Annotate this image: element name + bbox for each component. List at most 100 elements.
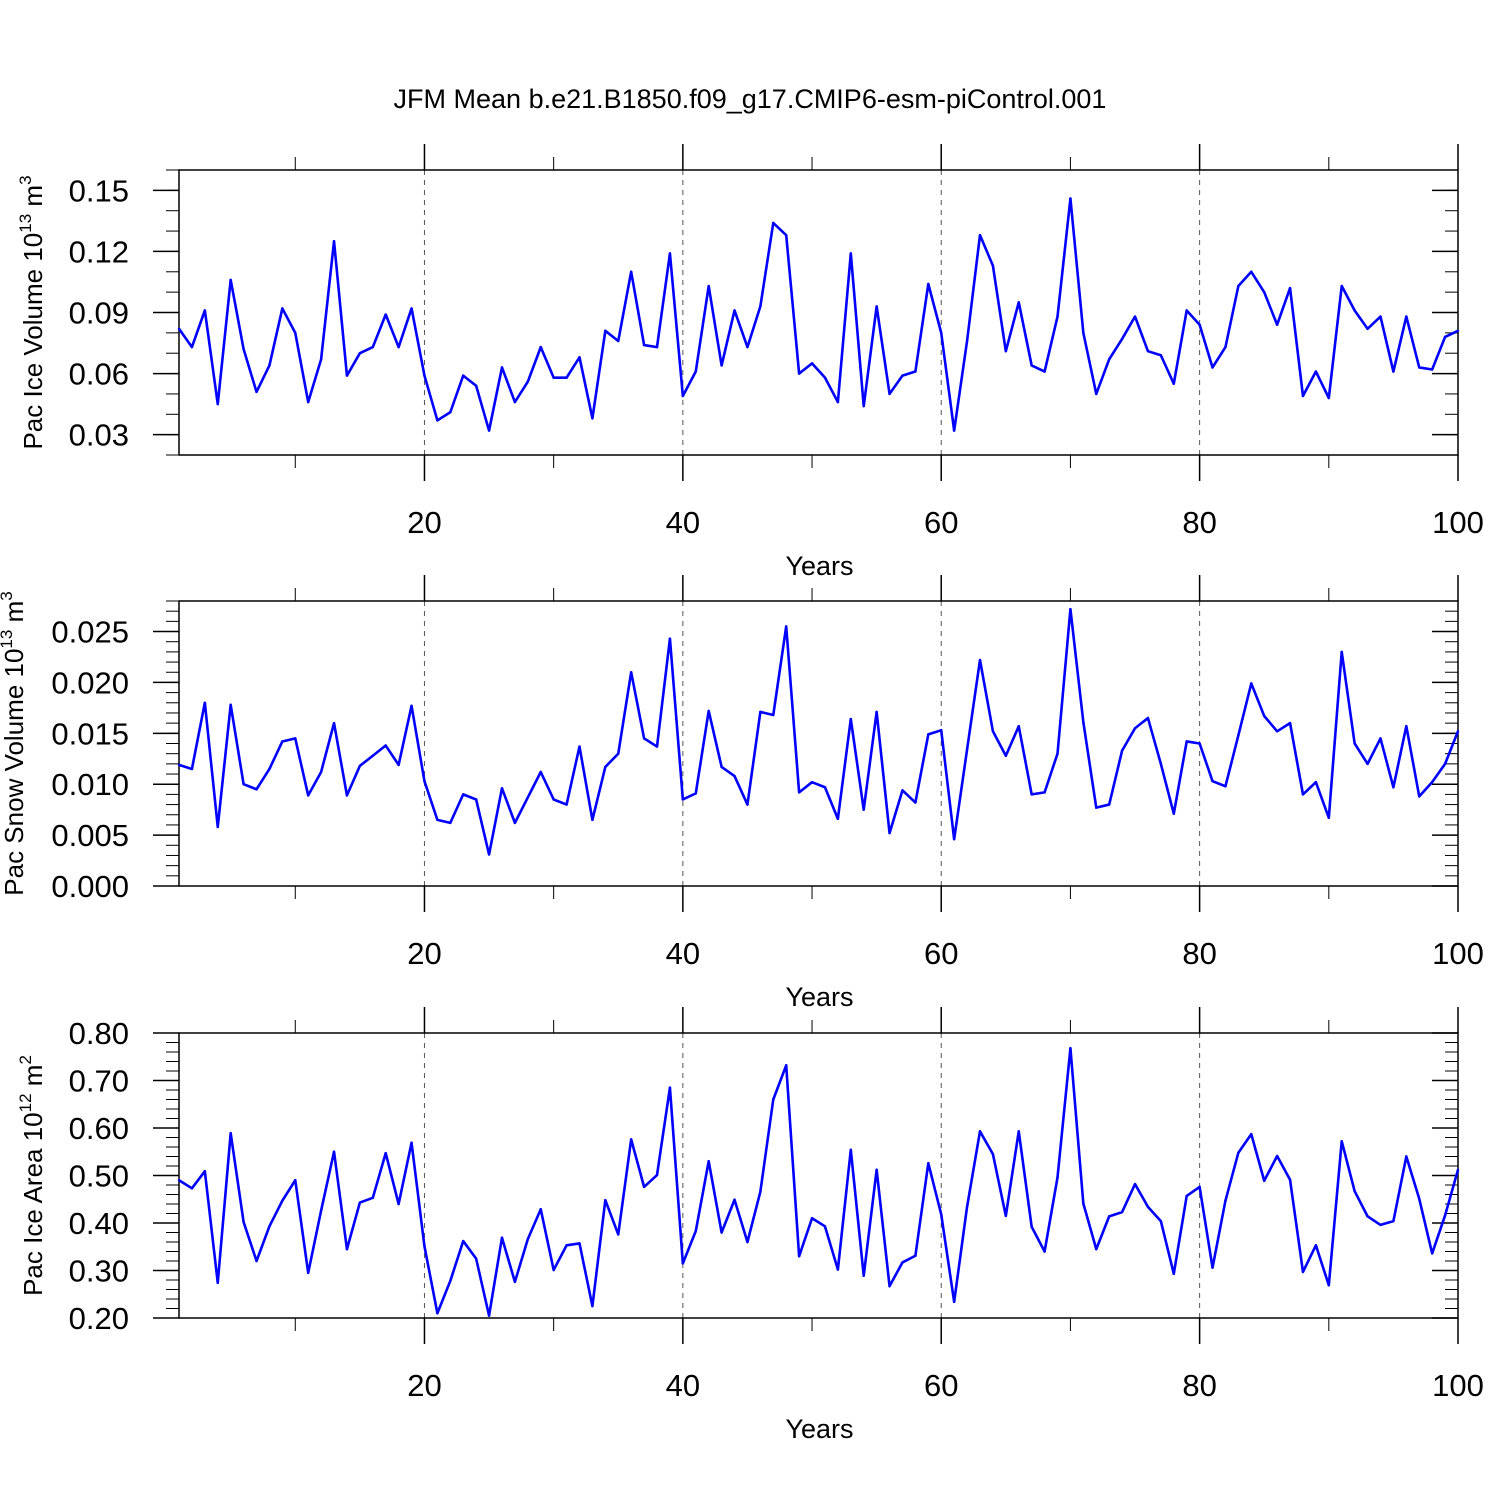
x-tick-label: 20 [407,1368,441,1403]
data-point [1185,740,1188,743]
data-point [694,1229,697,1233]
data-point [1004,1214,1008,1218]
data-point [707,284,710,288]
panel-ice-area: 20 40 60 80 100 0.20 0.30 0.40 0.50 0.60 0.70 0.80 Y… [16,1007,1484,1444]
data-point [242,347,245,351]
data-point [810,780,814,784]
panel-snow-volume: 20 40 60 80 100 0.000 0.005 0.010 0.015 0.020 0.02… [0,575,1484,1012]
data-point [229,1132,232,1135]
data-point [875,305,878,308]
data-point [1250,682,1253,685]
data-point [1430,780,1434,784]
data-point [1082,331,1085,335]
data-point [772,221,775,225]
y-label-text: Pac Snow Volume 10 [0,649,29,896]
data-point [655,1173,659,1177]
data-point [746,1240,749,1244]
data-point [785,625,788,628]
data-point [849,1148,852,1152]
data-point [1198,1185,1201,1189]
data-point [720,1231,723,1234]
data-point [552,1268,555,1272]
data-point [500,787,504,790]
data-point [1443,1214,1447,1217]
data-point [927,282,930,286]
y-tick-label: 0.70 [69,1064,129,1099]
data-point [526,1237,530,1241]
data-point [965,339,969,343]
data-point [1030,1225,1033,1229]
data-point [410,307,413,310]
data-point [1095,1247,1098,1251]
data-point [177,763,181,767]
data-point [952,429,956,432]
x-tick-label: 100 [1432,1368,1484,1403]
x-tick-label: 60 [924,936,958,971]
data-point [1288,286,1292,290]
data-point [474,384,478,387]
data-point [1301,394,1305,398]
data-point [823,1225,827,1228]
data-point [759,305,762,308]
data-point [268,767,271,771]
data-point [384,313,387,316]
data-point [1250,270,1253,273]
data-point [914,370,917,373]
data-point [539,1208,542,1211]
data-point [1392,370,1395,373]
y-tick-label: 0.06 [69,357,129,392]
data-point [681,394,685,398]
data-point [487,853,491,856]
x-tick-label: 40 [666,505,700,540]
data-series-line [178,607,1460,856]
data-point [1185,309,1188,312]
data-point [294,737,297,740]
y-tick-label: 0.020 [51,665,129,700]
data-point [242,783,245,786]
data-point [513,821,517,825]
data-point [358,764,362,768]
y-tick-label: 0.15 [69,173,129,208]
data-point [578,356,581,359]
data-point [1043,370,1046,373]
data-point [565,1244,568,1247]
data-point [991,1152,995,1156]
data-point [965,1205,969,1209]
y-label-text: Pac Ice Area 10 [18,1112,48,1296]
y-tick-label: 0.09 [69,296,129,331]
data-point [1107,358,1111,361]
data-point [810,362,814,365]
data-point [901,374,904,377]
data-point [449,821,452,825]
data-point [733,774,736,778]
plot-frame [178,169,1459,456]
data-point [668,252,672,255]
data-point [281,1199,284,1202]
data-point [1159,762,1163,766]
y-label-exponent: 12 [16,1093,35,1112]
x-tick-label: 40 [666,1368,700,1403]
data-point [810,1217,814,1220]
data-point [268,364,271,367]
data-point [229,278,232,282]
data-point [1418,795,1421,798]
data-point [1030,793,1033,796]
data-point [1146,716,1150,720]
data-point [1120,1210,1124,1214]
data-point [1043,1250,1046,1253]
data-point [397,763,400,767]
data-point [345,374,349,377]
data-point [281,307,284,310]
data-point [319,770,323,774]
data-point [345,794,349,797]
data-point [927,1161,930,1165]
data-point [772,713,775,717]
data-point [785,233,788,237]
data-point [306,400,310,404]
data-point [1211,366,1214,369]
data-point [862,808,865,811]
data-point [216,1281,219,1285]
x-tick-label: 60 [924,1368,958,1403]
data-point [1082,720,1085,724]
data-point [1314,1244,1318,1247]
